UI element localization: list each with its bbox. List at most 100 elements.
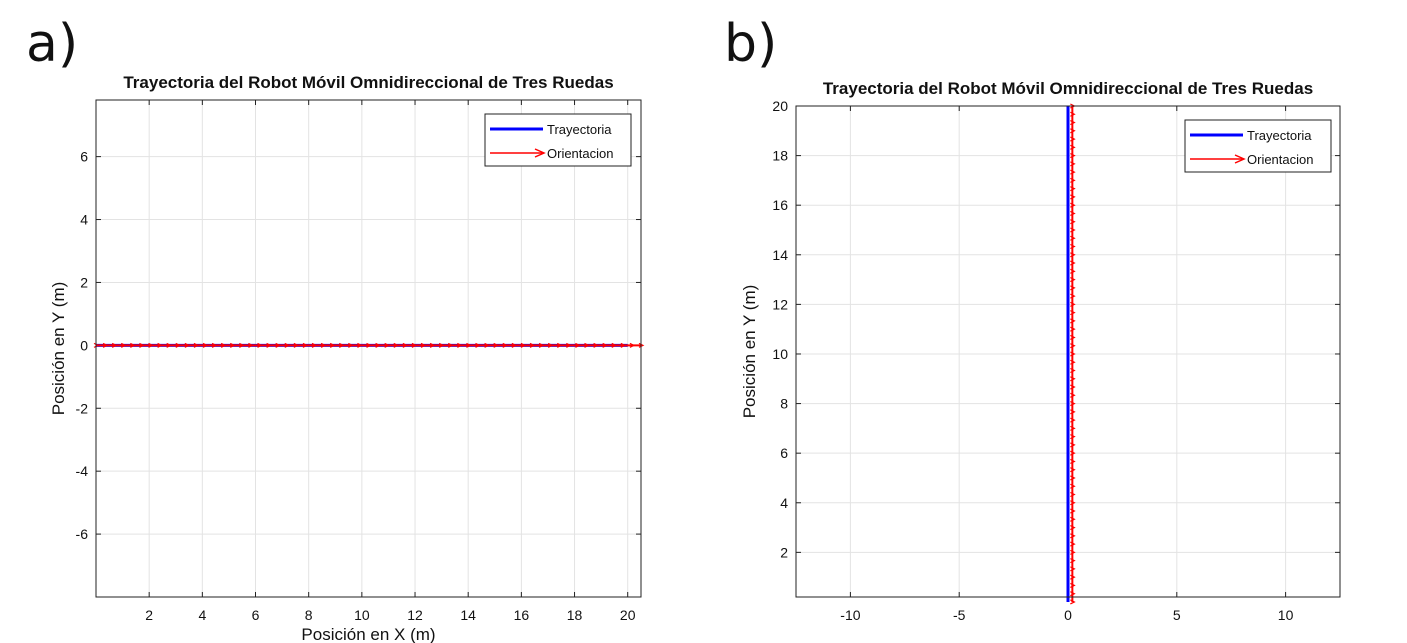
y-tick-label: 14 xyxy=(772,247,788,263)
series-orientacion-arrow xyxy=(175,342,182,348)
series-orientacion-arrow xyxy=(475,342,481,348)
series-orientacion-arrow xyxy=(511,342,518,348)
legend-orientacion-arrowhead xyxy=(1234,154,1246,164)
series-orientacion-arrow xyxy=(202,342,209,348)
y-tick-label: 20 xyxy=(772,98,788,114)
x-tick-label: -10 xyxy=(840,607,860,623)
legend-trayectoria-label: Trayectoria xyxy=(547,122,612,137)
x-tick-label: -5 xyxy=(953,607,966,623)
series-orientacion-arrow xyxy=(248,342,254,348)
series-orientacion-arrow xyxy=(1070,260,1076,266)
series-orientacion-arrow xyxy=(1070,500,1076,506)
series-orientacion-arrow xyxy=(438,342,445,348)
series-orientacion-arrow xyxy=(348,342,354,348)
series-orientacion-arrow xyxy=(193,342,200,348)
x-tick-label: 2 xyxy=(145,607,153,623)
y-tick-label: -2 xyxy=(76,400,89,416)
y-tick-label: 12 xyxy=(772,296,788,312)
series-orientacion-arrow xyxy=(1070,202,1076,208)
series-orientacion-arrow xyxy=(556,342,563,348)
y-tick-label: 16 xyxy=(772,197,788,213)
y-axis-label: Posición en Y (m) xyxy=(740,285,759,419)
series-orientacion-arrow xyxy=(1070,326,1076,332)
legend: Trayectoria Orientacion xyxy=(1184,119,1332,173)
series-orientacion-arrow xyxy=(611,342,618,348)
series-orientacion-arrow xyxy=(1070,384,1076,390)
series-orientacion-arrow xyxy=(311,342,318,348)
legend-box xyxy=(484,113,632,167)
series-orientacion-arrow xyxy=(139,342,145,348)
series-orientacion-arrow xyxy=(1070,566,1076,572)
series-orientacion-arrow xyxy=(538,342,545,348)
series-orientacion-arrow xyxy=(211,342,218,348)
series-orientacion-arrow xyxy=(1070,591,1076,597)
x-tick-label: 4 xyxy=(198,607,206,623)
series-orientacion-arrow xyxy=(1070,153,1076,159)
series-orientacion-arrow xyxy=(293,342,300,348)
x-tick-label: 20 xyxy=(620,607,636,623)
y-tick-label: -6 xyxy=(76,526,89,542)
legend-trayectoria-label: Trayectoria xyxy=(1247,128,1312,143)
series-orientacion-arrow xyxy=(429,342,436,348)
series-orientacion-arrow xyxy=(520,342,527,348)
x-tick-label: 0 xyxy=(1064,607,1072,623)
series-orientacion-arrow xyxy=(1070,516,1076,522)
series-orientacion-arrow xyxy=(1070,227,1076,233)
series-orientacion-arrow xyxy=(1070,525,1076,531)
series-orientacion-arrow xyxy=(93,342,100,348)
series-orientacion-arrow xyxy=(620,342,627,348)
series-orientacion-arrow xyxy=(593,342,599,348)
series-orientacion-arrow xyxy=(1070,574,1076,580)
series-orientacion-arrow xyxy=(1070,235,1076,241)
series-orientacion-arrow xyxy=(1070,293,1076,299)
series-orientacion-arrow xyxy=(1070,376,1076,382)
series-orientacion-arrow xyxy=(220,342,227,348)
series-orientacion-arrow xyxy=(166,342,173,348)
y-tick-label: 6 xyxy=(80,149,88,165)
y-axis-label: Posición en Y (m) xyxy=(49,282,68,416)
y-tick-label: 2 xyxy=(780,544,788,560)
series-orientacion-arrow xyxy=(239,342,245,348)
series-orientacion-arrow xyxy=(111,342,118,348)
series-orientacion-arrow xyxy=(266,342,272,348)
series-orientacion-arrow xyxy=(1070,533,1076,539)
series-orientacion-arrow xyxy=(1070,417,1076,423)
series-orientacion-arrow xyxy=(1070,285,1076,291)
series-orientacion-arrow xyxy=(1070,119,1076,126)
series-orientacion-arrow xyxy=(1070,401,1076,407)
series-orientacion-arrow xyxy=(1070,194,1076,200)
series-orientacion-arrow xyxy=(357,342,363,348)
y-tick-label: 10 xyxy=(772,346,788,362)
axes-box xyxy=(95,99,642,598)
series-orientacion-arrow xyxy=(502,342,509,348)
series-orientacion-arrow xyxy=(1070,268,1076,274)
series-orientacion-arrow xyxy=(275,342,282,348)
series-orientacion-arrow xyxy=(457,342,463,348)
series-orientacion-arrow xyxy=(1070,310,1076,316)
series-orientacion-arrow xyxy=(102,342,109,348)
legend-orientacion-label: Orientacion xyxy=(547,146,613,161)
series-orientacion-arrow xyxy=(1070,442,1076,448)
series-orientacion-arrow xyxy=(1070,210,1076,216)
series-orientacion-arrow xyxy=(1070,558,1076,564)
y-tick-label: 8 xyxy=(780,396,788,412)
chart-b: -10 -5 0 5 10 2 4 6 8 10 12 14 16 18 20 Trayectoria del… xyxy=(740,79,1341,623)
x-tick-label: 12 xyxy=(407,607,423,623)
y-tick-label: 0 xyxy=(80,337,88,353)
series-orientacion-arrow xyxy=(1070,582,1076,588)
series-orientacion-arrow xyxy=(1070,111,1076,117)
chart-title: Trayectoria del Robot Móvil Omnidireccio… xyxy=(823,79,1313,98)
series-orientacion-arrow xyxy=(366,342,372,348)
series-orientacion-arrow xyxy=(566,342,572,348)
series-orientacion-arrow xyxy=(1070,144,1076,150)
series-orientacion-arrow xyxy=(229,342,236,348)
series-orientacion-arrow xyxy=(1070,252,1076,258)
series-orientacion-arrow xyxy=(1070,334,1076,340)
x-tick-label: 14 xyxy=(460,607,476,623)
series-orientacion-arrow xyxy=(1070,508,1076,514)
series-orientacion-arrow xyxy=(1070,483,1076,489)
series-orientacion-arrow xyxy=(320,342,327,348)
x-tick-label: 10 xyxy=(354,607,370,623)
y-tick-label: 4 xyxy=(780,495,788,511)
